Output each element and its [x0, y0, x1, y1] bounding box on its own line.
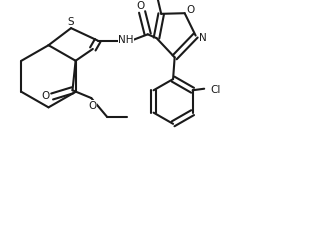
Text: O: O [89, 100, 97, 110]
Text: Cl: Cl [210, 84, 221, 94]
Text: N: N [199, 33, 206, 43]
Text: O: O [136, 1, 145, 11]
Text: O: O [186, 5, 194, 15]
Text: NH: NH [118, 35, 134, 45]
Text: S: S [68, 17, 74, 27]
Text: O: O [41, 91, 49, 101]
